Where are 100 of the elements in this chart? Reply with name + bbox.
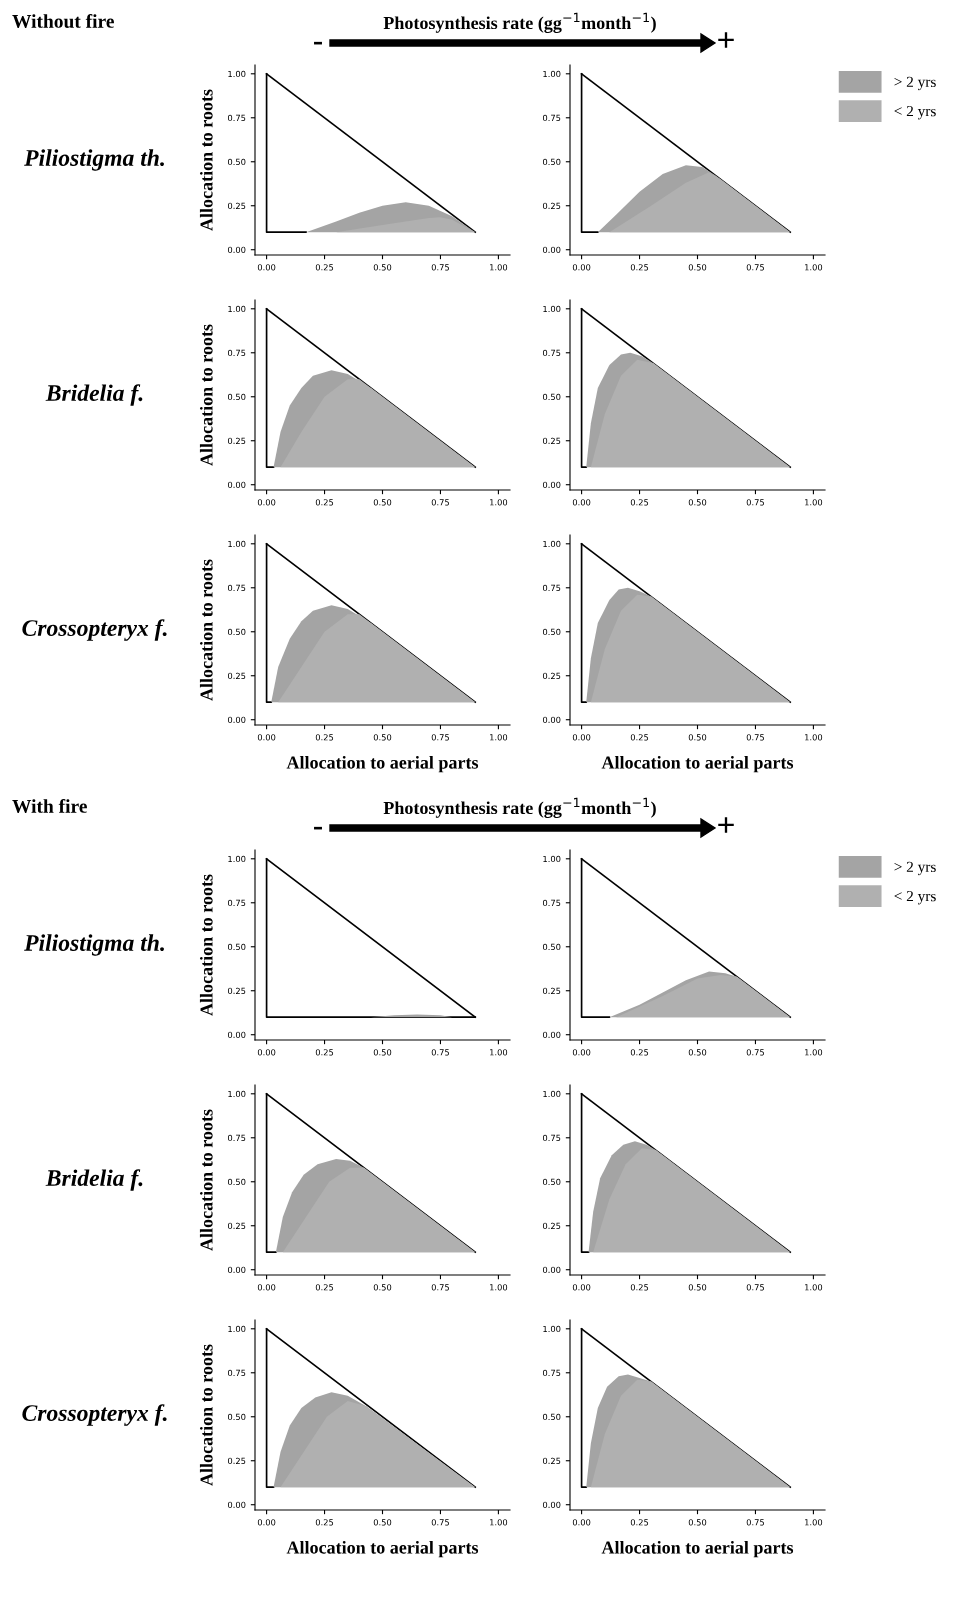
y-tick-label: 0.75: [542, 114, 561, 122]
y-tick-label: 1.00: [543, 70, 561, 78]
legend-label: < 2 yrs: [894, 105, 936, 120]
y-tick-label: 0.00: [542, 716, 561, 724]
y-tick-label: 0.25: [227, 202, 246, 210]
x-tick-label: 1.00: [805, 499, 823, 506]
y-tick-label: 0.50: [542, 628, 561, 636]
x-tick-label: 0.50: [373, 1519, 392, 1526]
y-tick-label: 0.25: [542, 672, 561, 680]
x-tick-label: 0.50: [373, 1049, 392, 1056]
y-tick-label: 0.50: [227, 628, 246, 636]
x-tick-label: 0.75: [746, 499, 764, 506]
y-tick-label: 0.75: [227, 899, 246, 907]
y-tick-label: 0.00: [542, 481, 561, 489]
legend-label: > 2 yrs: [894, 76, 936, 91]
y-tick-label: 0.00: [227, 716, 246, 724]
x-tick-label: 1.00: [805, 734, 823, 741]
x-tick-label: 0.25: [630, 1519, 649, 1526]
y-tick-label: 1.00: [228, 855, 246, 863]
y-tick-label: 0.00: [227, 246, 246, 254]
y-tick-label: 1.00: [543, 540, 561, 548]
x-tick-label: 0.75: [431, 264, 449, 271]
y-tick-label: 0.50: [542, 1413, 561, 1421]
y-tick-label: 0.50: [227, 1413, 246, 1421]
y-tick-label: 0.75: [542, 1369, 561, 1377]
x-tick-label: 0.25: [630, 734, 649, 741]
x-tick-label: 0.00: [572, 734, 591, 741]
x-tick-label: 0.50: [688, 264, 707, 271]
text: Piliostigma th.: [24, 934, 164, 956]
x-tick-label: 1.00: [805, 1284, 823, 1291]
x-tick-label: 0.00: [257, 1049, 276, 1056]
x-tick-label: 0.75: [746, 734, 764, 741]
x-tick-label: 0.25: [630, 1049, 649, 1056]
x-tick-label: 0.00: [572, 1049, 591, 1056]
text: Piliostigma th.: [24, 149, 164, 171]
x-tick-label: 0.00: [257, 499, 276, 506]
x-tick-label: 0.00: [257, 1519, 276, 1526]
y-axis-title: Allocation to roots: [199, 324, 213, 466]
text: +: [718, 32, 734, 48]
y-tick-label: 0.50: [227, 1178, 246, 1186]
y-tick-label: 0.75: [227, 584, 246, 592]
y-tick-label: 0.50: [227, 943, 246, 951]
x-tick-label: 1.00: [490, 499, 508, 506]
y-tick-label: 0.25: [542, 1222, 561, 1230]
y-tick-label: 0.75: [542, 1134, 561, 1142]
x-tick-label: 0.75: [746, 1284, 764, 1291]
text: Crossopteryx f.: [22, 1404, 167, 1426]
text: Bridelia f.: [45, 1169, 143, 1191]
x-tick-label: 0.25: [315, 1519, 334, 1526]
y-tick-label: 0.75: [542, 899, 561, 907]
y-tick-label: 0.50: [542, 393, 561, 401]
x-tick-label: 0.50: [373, 1284, 392, 1291]
text: -: [314, 826, 322, 830]
x-tick-label: 1.00: [805, 264, 823, 271]
y-tick-label: 0.50: [227, 393, 246, 401]
x-tick-label: 0.25: [315, 734, 334, 741]
text: Crossopteryx f.: [22, 619, 167, 641]
x-tick-label: 0.75: [746, 1519, 764, 1526]
x-tick-label: 0.25: [315, 499, 334, 506]
y-tick-label: 0.25: [542, 202, 561, 210]
text: With fire: [12, 798, 87, 813]
y-tick-label: 1.00: [228, 70, 246, 78]
x-tick-label: 0.75: [431, 734, 449, 741]
x-tick-label: 1.00: [490, 1519, 508, 1526]
legend-label: < 2 yrs: [894, 890, 936, 905]
legend-label: > 2 yrs: [894, 861, 936, 876]
x-tick-label: 0.00: [572, 1519, 591, 1526]
x-tick-label: 0.50: [688, 734, 707, 741]
x-tick-label: 0.25: [630, 499, 649, 506]
x-tick-label: 0.75: [431, 499, 449, 506]
x-tick-label: 0.00: [572, 499, 591, 506]
x-tick-label: 0.00: [257, 734, 276, 741]
x-tick-label: 0.00: [572, 264, 591, 271]
y-tick-label: 0.75: [542, 349, 561, 357]
y-tick-label: 1.00: [228, 540, 246, 548]
y-tick-label: 1.00: [543, 1325, 561, 1333]
x-tick-label: 0.00: [257, 1284, 276, 1291]
x-tick-label: 1.00: [490, 1284, 508, 1291]
y-tick-label: 0.00: [542, 1031, 561, 1039]
x-tick-label: 0.75: [431, 1049, 449, 1056]
y-axis-title: Allocation to roots: [199, 1344, 213, 1486]
y-tick-label: 1.00: [543, 855, 561, 863]
y-tick-label: 0.50: [227, 158, 246, 166]
y-tick-label: 0.50: [542, 1178, 561, 1186]
x-tick-label: 0.50: [373, 264, 392, 271]
y-tick-label: 0.25: [227, 672, 246, 680]
y-tick-label: 0.75: [227, 1134, 246, 1142]
x-tick-label: 0.75: [746, 1049, 764, 1056]
x-tick-label: 0.50: [373, 734, 392, 741]
y-axis-title: Allocation to roots: [199, 89, 213, 231]
x-tick-label: 0.50: [688, 1049, 707, 1056]
y-tick-label: 1.00: [543, 305, 561, 313]
y-tick-label: 0.25: [227, 1222, 246, 1230]
y-tick-label: 0.50: [542, 158, 561, 166]
y-tick-label: 0.75: [227, 349, 246, 357]
x-axis-title: Allocation to aerial parts: [601, 1540, 794, 1558]
x-tick-label: 1.00: [805, 1049, 823, 1056]
y-tick-label: 0.25: [227, 437, 246, 445]
x-tick-label: 0.00: [257, 264, 276, 271]
x-tick-label: 0.25: [315, 1049, 334, 1056]
